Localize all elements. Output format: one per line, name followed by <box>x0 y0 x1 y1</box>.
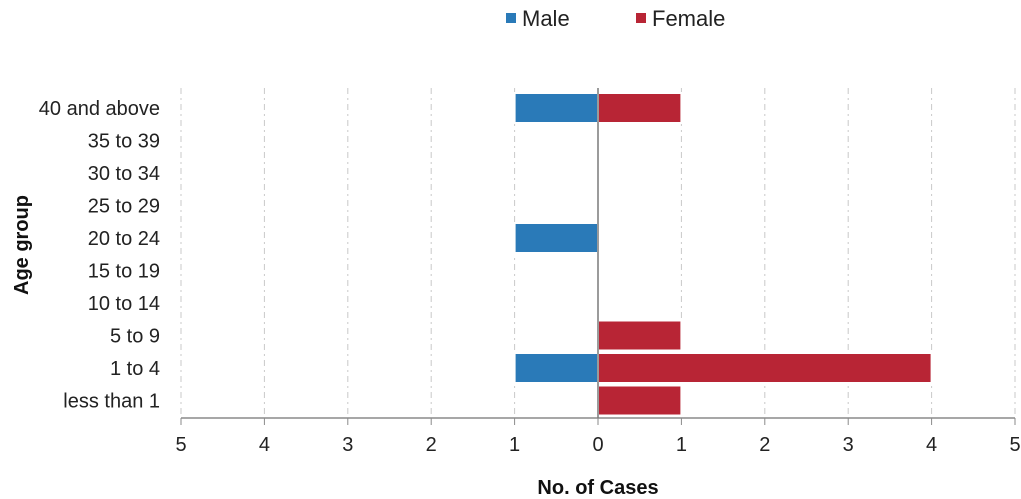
category-label: 10 to 14 <box>88 293 160 315</box>
category-label: 20 to 24 <box>88 228 160 250</box>
x-tick-label: 2 <box>426 434 437 456</box>
category-label: 15 to 19 <box>88 261 160 283</box>
x-tick-label: 1 <box>509 434 520 456</box>
x-tick-label: 2 <box>759 434 770 456</box>
bar-female <box>597 92 683 124</box>
legend-swatch-male <box>506 13 516 23</box>
y-axis-title: Age group <box>11 195 33 295</box>
category-label: 40 and above <box>39 98 160 120</box>
legend-label-female: Female <box>652 6 725 31</box>
axes: 5 4 3 2 1 0 1 2 3 4 5 40 and above 35 to 39 30 to 34 2… <box>39 88 1021 456</box>
bar-male <box>513 222 599 254</box>
legend-label-male: Male <box>522 6 570 31</box>
category-label: 5 to 9 <box>110 326 160 348</box>
x-axis-title: No. of Cases <box>537 477 658 499</box>
category-label: 35 to 39 <box>88 131 160 153</box>
x-tick-label: 4 <box>259 434 270 456</box>
x-tick-label: 1 <box>676 434 687 456</box>
bars <box>513 92 933 417</box>
bar-male <box>513 92 599 124</box>
bar-male <box>513 352 599 384</box>
bar-female <box>597 352 933 384</box>
bar-female <box>597 319 683 352</box>
x-tick-label: 3 <box>342 434 353 456</box>
category-label: less than 1 <box>63 391 160 413</box>
legend: Male Female <box>506 6 725 31</box>
x-tick-label: 5 <box>1009 434 1020 456</box>
bar-female <box>597 384 683 417</box>
legend-swatch-female <box>636 13 646 23</box>
x-tick-label: 0 <box>592 434 603 456</box>
category-label: 25 to 29 <box>88 196 160 218</box>
x-tick-label: 3 <box>843 434 854 456</box>
category-label: 30 to 34 <box>88 163 160 185</box>
category-label: 1 to 4 <box>110 358 160 380</box>
x-tick-label: 5 <box>175 434 186 456</box>
x-tick-label: 4 <box>926 434 937 456</box>
